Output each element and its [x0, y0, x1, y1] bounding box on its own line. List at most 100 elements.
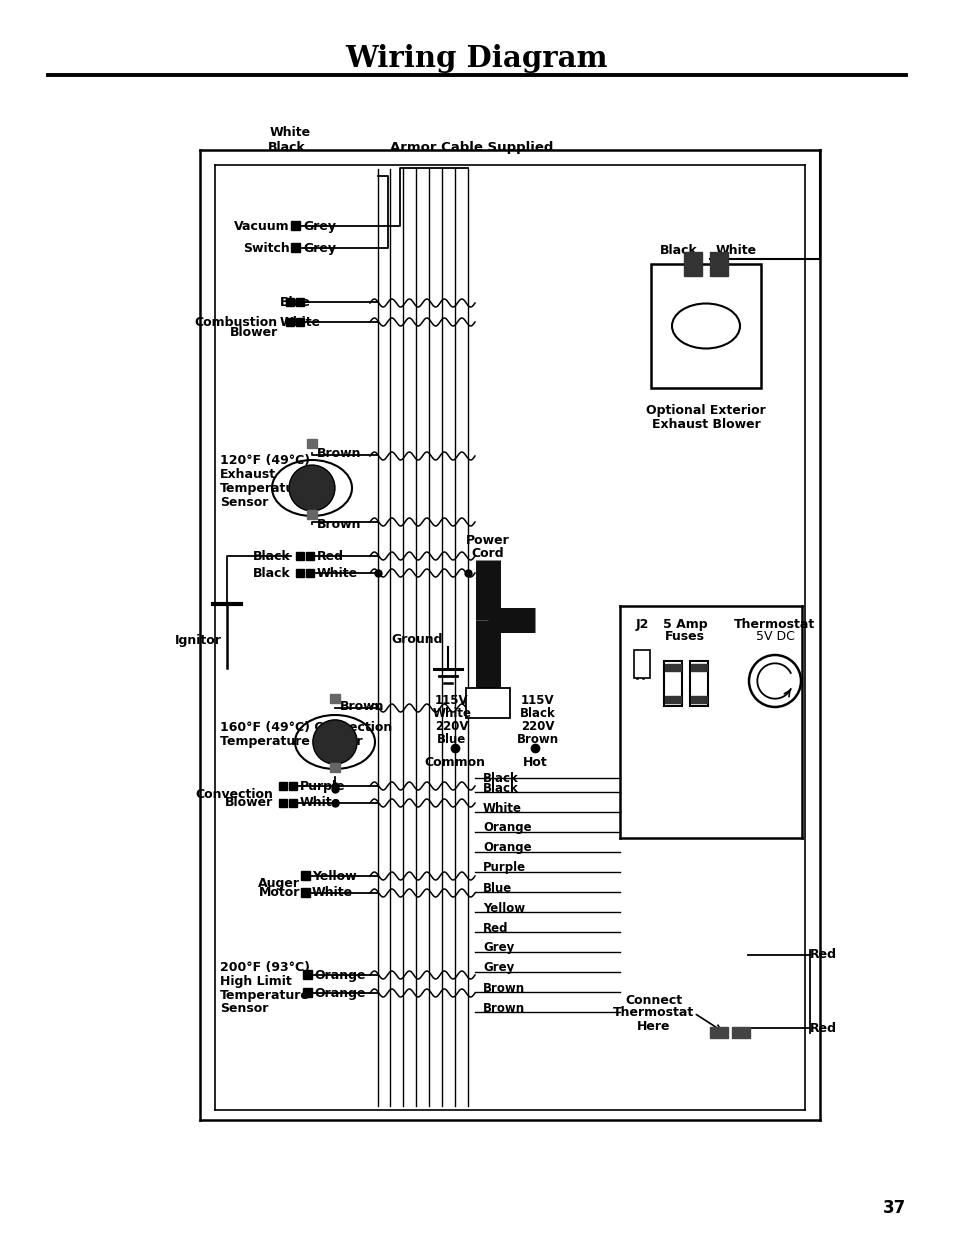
Text: White: White [270, 126, 311, 138]
Text: High Limit: High Limit [220, 974, 292, 988]
Bar [306, 569, 314, 577]
Bar [289, 782, 296, 790]
Text: Wiring Diagram: Wiring Diagram [345, 43, 608, 73]
Text: Orange: Orange [482, 821, 531, 835]
Text: 220V: 220V [520, 720, 554, 732]
Text: Purple: Purple [482, 862, 525, 874]
Bar [307, 510, 316, 519]
Bar [301, 888, 310, 897]
Text: Black: Black [253, 550, 291, 562]
Text: Temperature Sensor: Temperature Sensor [220, 735, 362, 747]
Text: Here: Here [637, 1020, 670, 1032]
Circle shape [313, 720, 356, 764]
Bar [731, 1028, 749, 1037]
Text: Thermostat: Thermostat [734, 618, 815, 631]
Text: Motor: Motor [258, 887, 299, 899]
Text: Exhaust: Exhaust [220, 468, 275, 480]
Text: Black: Black [659, 243, 698, 257]
Text: Ignitor: Ignitor [175, 634, 222, 646]
Ellipse shape [294, 715, 375, 769]
Text: Brown: Brown [482, 1002, 524, 1014]
Bar [709, 1028, 727, 1037]
Text: Grey: Grey [482, 941, 514, 955]
Text: 115V: 115V [520, 694, 555, 706]
Text: Red: Red [316, 550, 344, 562]
Text: Auger: Auger [257, 878, 299, 890]
Text: Red: Red [809, 1021, 836, 1035]
Bar [286, 298, 294, 306]
Text: Grey: Grey [482, 962, 514, 974]
Bar [278, 799, 287, 806]
Text: 5 Amp: 5 Amp [662, 618, 706, 631]
Bar [634, 650, 649, 678]
Bar [286, 317, 294, 326]
Text: Temperature: Temperature [220, 988, 310, 1002]
Bar [278, 782, 287, 790]
Ellipse shape [671, 304, 740, 348]
Text: Brown: Brown [517, 732, 558, 746]
Text: Orange: Orange [482, 841, 531, 855]
Text: Grey: Grey [303, 220, 335, 232]
Text: Common: Common [424, 756, 485, 768]
Text: 5V DC: 5V DC [755, 630, 794, 642]
Text: 200°F (93°C): 200°F (93°C) [220, 961, 310, 973]
Text: Black: Black [482, 772, 518, 784]
Bar [289, 799, 296, 806]
Bar [295, 317, 304, 326]
Text: Connect: Connect [625, 993, 681, 1007]
Text: Yellow: Yellow [482, 902, 524, 914]
Text: 220V: 220V [435, 720, 468, 732]
Text: Convection: Convection [195, 788, 273, 800]
Text: Orange: Orange [314, 968, 365, 982]
Text: Black: Black [253, 567, 291, 579]
Bar [664, 664, 680, 671]
Bar [683, 264, 701, 275]
Text: Brown: Brown [339, 699, 384, 713]
Bar [664, 697, 680, 703]
Bar [689, 661, 707, 706]
Text: Grey: Grey [303, 242, 335, 254]
Text: Armor Cable Supplied: Armor Cable Supplied [390, 141, 553, 153]
Text: Blue: Blue [482, 882, 512, 894]
Bar [650, 264, 760, 388]
Text: Exhaust Blower: Exhaust Blower [651, 417, 760, 431]
Text: Power: Power [466, 534, 509, 547]
Bar [690, 697, 706, 703]
Text: Blue: Blue [280, 295, 311, 309]
Text: Black: Black [519, 706, 556, 720]
Text: Blower: Blower [225, 797, 273, 809]
Text: Vacuum: Vacuum [234, 220, 290, 232]
Text: Blue: Blue [436, 732, 466, 746]
Bar [306, 552, 314, 559]
Text: Orange: Orange [314, 987, 365, 999]
Text: Fuses: Fuses [664, 630, 704, 642]
Bar [690, 664, 706, 671]
Ellipse shape [272, 459, 352, 516]
Bar [709, 264, 727, 275]
Text: Brown: Brown [482, 982, 524, 994]
Bar [291, 243, 299, 252]
Bar [303, 988, 312, 997]
Bar [303, 969, 312, 979]
Text: Temperature: Temperature [220, 482, 310, 494]
Text: 37: 37 [882, 1199, 905, 1216]
Bar [307, 438, 316, 448]
Bar [465, 688, 510, 718]
Text: Red: Red [482, 921, 508, 935]
Bar [291, 221, 299, 230]
Text: Switch: Switch [243, 242, 290, 254]
Text: Hot: Hot [522, 756, 547, 768]
Circle shape [289, 466, 335, 511]
Bar [330, 694, 339, 703]
Text: Black: Black [482, 782, 518, 794]
Text: White: White [299, 797, 341, 809]
Text: 160°F (49°C) Convection: 160°F (49°C) Convection [220, 720, 392, 734]
Bar [301, 871, 310, 881]
Text: Optional Exterior: Optional Exterior [645, 404, 765, 416]
Bar [295, 298, 304, 306]
Text: Red: Red [809, 948, 836, 962]
Text: Purple: Purple [299, 779, 345, 793]
Text: Yellow: Yellow [312, 869, 356, 883]
Text: Brown: Brown [316, 447, 361, 459]
Text: White: White [432, 706, 471, 720]
